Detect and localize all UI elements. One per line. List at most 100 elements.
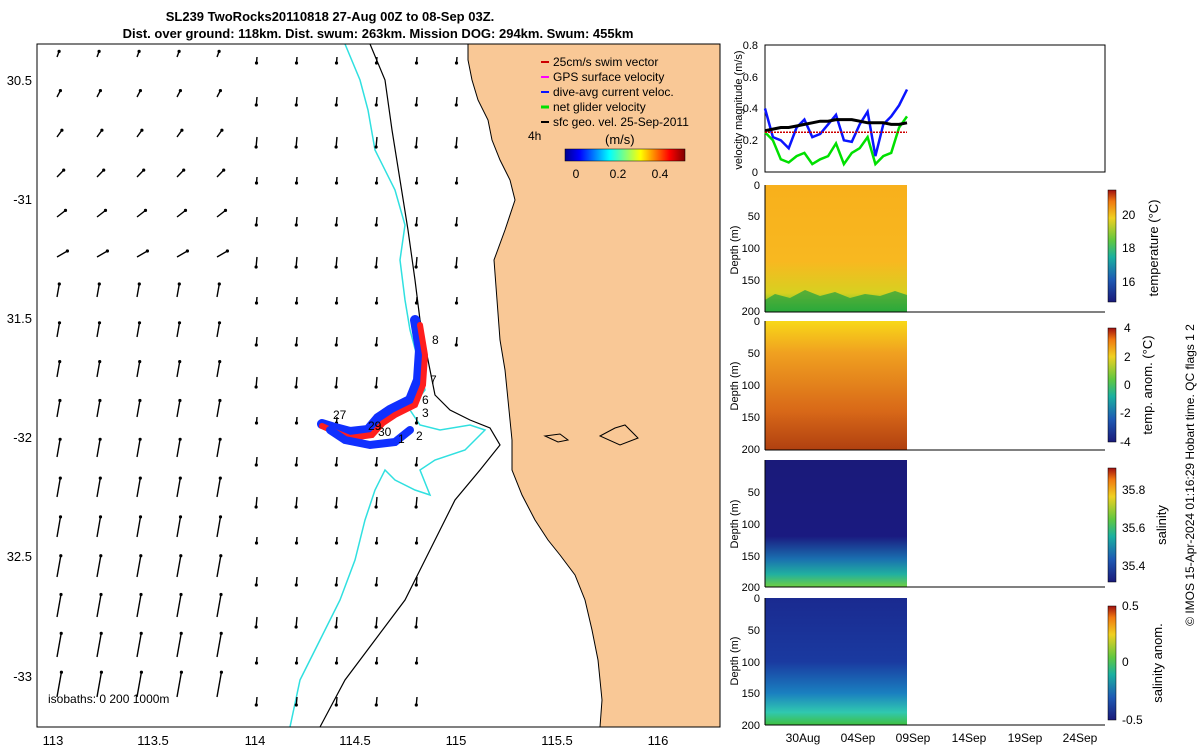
anom-ylabel: Depth (m) — [729, 362, 741, 411]
arrow-head — [98, 437, 102, 441]
anom-cb-tick: -2 — [1120, 406, 1131, 420]
x-tick: 14Sep — [952, 731, 987, 745]
velocity-arrow — [56, 250, 68, 258]
arrow-head — [414, 265, 418, 269]
velocity-arrow — [96, 283, 100, 298]
arrow-head — [139, 554, 143, 558]
arrow-head — [145, 249, 149, 253]
arrow-head — [97, 321, 102, 325]
day-label-2: 2 — [416, 429, 423, 443]
vel-ytick: 0.6 — [743, 72, 758, 84]
velocity-arrow — [415, 256, 418, 268]
arrow-head — [454, 61, 459, 65]
arrow-head — [294, 421, 299, 425]
arrow-head — [180, 128, 184, 132]
velocity-arrow — [56, 209, 66, 218]
arrow-head — [334, 301, 339, 305]
footer-credit: © IMOS 15-Apr-2024 01:16:29 Hobart time.… — [1183, 324, 1197, 626]
arrow-head — [138, 89, 142, 93]
arrow-head — [99, 554, 103, 558]
arrow-head — [294, 145, 298, 149]
velocity-arrow — [375, 136, 378, 148]
velocity-arrow — [136, 672, 143, 698]
arrow-head — [63, 208, 68, 212]
velocity-arrow — [216, 633, 222, 658]
arrow-head — [254, 343, 258, 347]
arrow-head — [454, 265, 458, 269]
salanom-cb-tick: 0 — [1122, 655, 1129, 669]
velocity-arrow — [96, 209, 106, 218]
velocity-arrow — [136, 594, 142, 618]
speed-colorbar — [564, 148, 686, 162]
velocity-arrow — [415, 136, 418, 148]
arrow-head — [254, 421, 259, 425]
arrow-head — [414, 103, 418, 107]
velocity-arrow — [295, 496, 298, 508]
arrow-head — [219, 554, 223, 558]
arrow-head — [218, 398, 222, 403]
velocity-arrow — [176, 555, 182, 578]
arrow-head — [58, 515, 63, 519]
arrow-head — [138, 476, 142, 480]
anom-cb-tick: 4 — [1124, 321, 1131, 335]
arrow-head — [138, 437, 142, 441]
velocity-arrow — [56, 439, 61, 458]
anom-ytick: 0 — [754, 316, 760, 328]
arrow-head — [177, 49, 181, 54]
arrow-head — [218, 89, 222, 93]
velocity-arrow — [295, 376, 298, 388]
velocity-arrow — [56, 594, 62, 618]
lat-tick: -33 — [13, 669, 32, 684]
arrow-head — [414, 181, 419, 185]
salanom-cb-tick: 0.5 — [1122, 599, 1139, 613]
temp-anom-heatmap — [765, 321, 907, 450]
arrow-head — [374, 145, 378, 149]
lon-tick: 115 — [446, 733, 467, 748]
arrow-head — [294, 301, 299, 305]
arrow-head — [217, 282, 221, 286]
velocity-arrow — [176, 516, 182, 538]
arrow-head — [334, 385, 338, 389]
velocity-arrow — [96, 672, 103, 698]
arrow-head — [294, 385, 298, 389]
arrow-head — [414, 301, 419, 305]
cb-tick-0: 0 — [573, 167, 580, 181]
arrow-head — [294, 583, 298, 587]
arrow-head — [254, 181, 259, 185]
arrow-head — [179, 554, 183, 558]
arrow-head — [254, 505, 258, 509]
arrow-head — [374, 463, 378, 467]
arrow-head — [60, 128, 64, 132]
velocity-arrow — [176, 209, 186, 218]
arrow-head — [138, 515, 143, 519]
arrow-head — [334, 145, 338, 149]
arrow-head — [178, 515, 183, 519]
velocity-arrow — [96, 361, 101, 378]
arrow-head — [179, 670, 183, 674]
arrow-head — [98, 360, 102, 364]
velocity-arrow — [176, 400, 181, 418]
temp-heatmap — [765, 185, 907, 312]
arrow-head — [414, 703, 418, 707]
cb-tick-04: 0.4 — [652, 167, 669, 181]
velocity-arrow — [415, 496, 418, 508]
sal-cb-tick: 35.6 — [1122, 521, 1146, 535]
velocity-series-line — [764, 118, 908, 133]
arrow-head — [225, 249, 229, 253]
arrow-head — [178, 476, 182, 480]
salanom-ytick: 150 — [742, 688, 760, 700]
legend-net: net glider velocity — [553, 100, 646, 114]
sal-ytick: 100 — [742, 519, 760, 531]
arrow-head — [454, 301, 459, 305]
arrow-head — [334, 463, 338, 467]
arrow-head — [334, 265, 338, 269]
arrow-head — [374, 61, 379, 65]
sal-ylabel: Depth (m) — [729, 500, 741, 549]
velocity-arrow — [56, 477, 61, 498]
arrow-head — [57, 321, 62, 325]
arrow-head — [374, 385, 378, 389]
arrow-head — [137, 49, 141, 54]
arrow-head — [374, 505, 378, 509]
velocity-arrow — [295, 616, 298, 628]
arrow-head — [254, 61, 259, 65]
